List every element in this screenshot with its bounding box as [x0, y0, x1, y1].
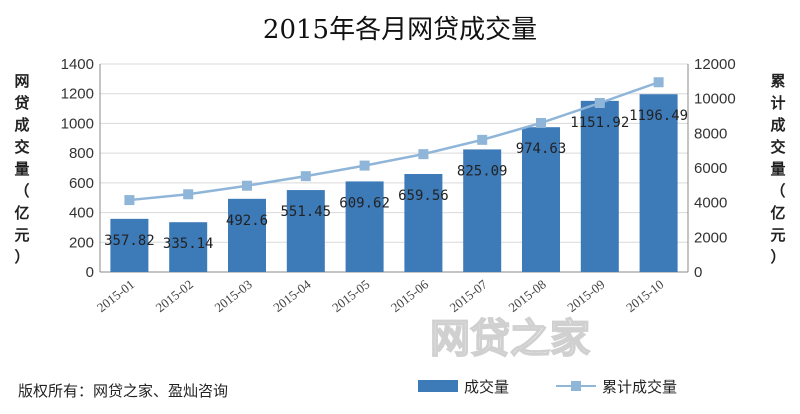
x-tick-label: 2015-10 — [623, 277, 666, 316]
axis-label-char: ） — [14, 248, 29, 266]
x-tick-label: 2015-06 — [388, 276, 432, 315]
axis-label-char: ） — [770, 248, 785, 266]
axis-label-char: （ — [770, 182, 785, 200]
legend-line-label: 累计成交量 — [602, 378, 677, 396]
bar-value-label: 609.62 — [339, 195, 390, 211]
x-tick-label: 2015-03 — [211, 277, 254, 316]
left-y-tick-label: 400 — [69, 205, 94, 222]
right-y-axis-ticks: 0 2000 4000 6000 8000 10000 12000 — [694, 56, 736, 281]
left-y-tick-label: 1000 — [61, 115, 94, 132]
bar — [110, 218, 149, 272]
bar-series — [110, 94, 678, 272]
axis-label-char: 元 — [14, 226, 29, 244]
line-point — [594, 98, 605, 108]
bar-value-label: 1196.49 — [629, 108, 688, 124]
axis-label-char: 交 — [14, 138, 29, 156]
cumulative-line — [129, 81, 660, 202]
axis-label-char: 量 — [770, 160, 785, 178]
left-y-tick-label: 1400 — [61, 56, 94, 73]
bar-value-label: 659.56 — [398, 188, 449, 204]
right-y-tick-label: 4000 — [694, 195, 727, 212]
axis-label-char: 成 — [14, 116, 29, 134]
bar — [463, 149, 502, 272]
bar-value-label: 825.09 — [457, 163, 508, 179]
axis-label-char: 贷 — [14, 94, 29, 112]
legend: 成交量 累计成交量 — [418, 378, 677, 396]
left-y-axis-label: 网贷成交量 （ 亿元 ） — [14, 72, 29, 266]
axis-label-char: 累 — [770, 72, 785, 90]
copyright-text: 版权所有：网贷之家、盈灿咨询 — [18, 382, 228, 400]
axis-label-char: 网 — [14, 72, 29, 90]
axis-label-char: 成 — [770, 116, 785, 134]
bar-value-label: 974.63 — [516, 141, 567, 157]
line-point — [183, 189, 194, 200]
x-tick-label: 2015-09 — [564, 277, 607, 316]
axis-label-char: （ — [14, 182, 29, 200]
x-tick-label: 2015-07 — [447, 276, 491, 315]
bar — [286, 190, 325, 272]
right-y-tick-label: 10000 — [694, 91, 736, 108]
line-point — [242, 180, 252, 191]
x-tick-label: 2015-04 — [270, 276, 314, 315]
axis-label-char: 量 — [14, 160, 29, 178]
bar — [404, 174, 443, 272]
x-tick-label: 2015-08 — [505, 277, 548, 316]
bar — [580, 100, 619, 272]
line-point — [359, 160, 370, 171]
watermark-logo: 网贷之家 — [430, 316, 590, 362]
left-y-axis-ticks: 0 200 400 600 800 1000 1200 1400 — [61, 56, 94, 281]
right-y-tick-label: 12000 — [694, 56, 736, 73]
legend-line-marker — [571, 381, 581, 391]
bar — [345, 181, 384, 272]
line-series — [124, 77, 664, 206]
line-point — [477, 134, 488, 145]
bar — [522, 127, 560, 272]
left-y-tick-label: 200 — [69, 234, 94, 251]
chart-title: 2015年各月网贷成交量 — [263, 15, 537, 45]
line-point — [653, 77, 664, 88]
right-y-tick-label: 8000 — [694, 125, 727, 142]
line-point — [418, 149, 429, 160]
axis-label-char: 元 — [770, 226, 785, 244]
left-y-tick-label: 600 — [69, 175, 94, 192]
x-tick-label: 2015-05 — [329, 277, 372, 316]
bar-value-label: 1151.92 — [570, 115, 629, 131]
axis-label-char: 亿 — [14, 204, 29, 222]
line-point — [300, 171, 311, 182]
bar — [169, 222, 208, 272]
right-y-axis-label: 累计成交量 （ 亿元 ） — [770, 72, 785, 266]
bar-value-label: 357.82 — [104, 233, 155, 249]
bar-value-label: 492.6 — [226, 213, 268, 229]
right-y-tick-label: 0 — [694, 264, 702, 281]
bar — [639, 94, 678, 272]
left-y-tick-label: 0 — [86, 264, 94, 281]
left-y-tick-label: 800 — [69, 145, 94, 162]
right-y-tick-label: 6000 — [694, 160, 727, 177]
axis-label-char: 计 — [770, 94, 785, 112]
axis-label-char: 亿 — [770, 204, 785, 222]
legend-bar-swatch — [418, 380, 458, 392]
line-point — [536, 117, 546, 128]
axis-label-char: 交 — [770, 138, 785, 156]
bar-value-label: 335.14 — [163, 236, 214, 252]
gridlines — [100, 63, 688, 243]
right-y-tick-label: 2000 — [694, 229, 727, 246]
data-labels: 357.82 335.14 492.6 551.45 609.62 659.56 825.0… — [104, 108, 688, 252]
legend-bar-label: 成交量 — [464, 378, 509, 396]
x-tick-label: 2015-02 — [153, 277, 196, 316]
bar — [228, 198, 266, 272]
x-tick-label: 2015-01 — [94, 277, 137, 316]
left-y-tick-label: 1200 — [61, 86, 94, 103]
bar-value-label: 551.45 — [281, 204, 332, 220]
line-point — [124, 195, 135, 206]
x-axis-ticks: 2015-01 2015-02 2015-03 2015-04 2015-05 2015-… — [94, 276, 667, 315]
